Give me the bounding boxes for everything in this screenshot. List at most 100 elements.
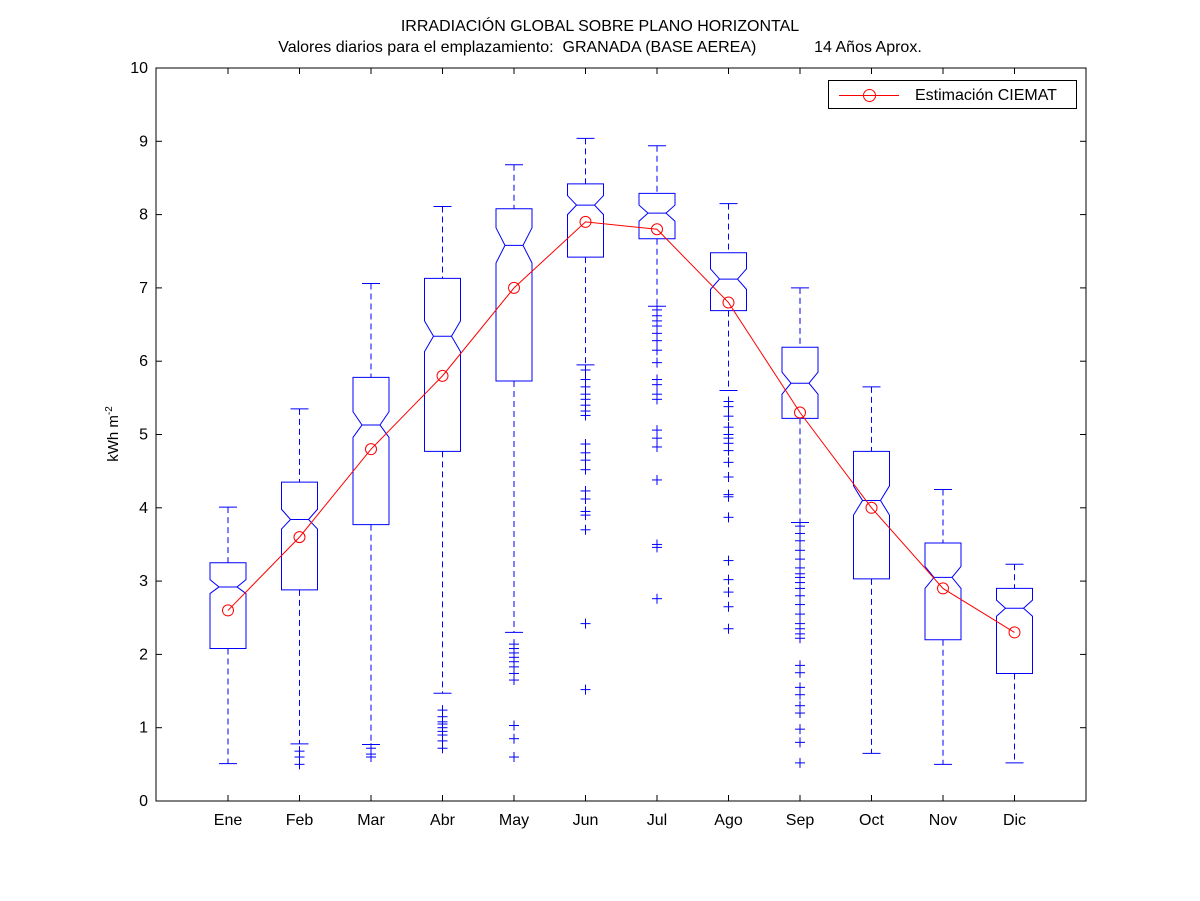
series-point [651, 223, 663, 236]
outlier-marker [795, 708, 805, 719]
notched-box [781, 346, 819, 419]
outlier-marker [580, 410, 591, 421]
notched-box [638, 192, 676, 240]
x-tick-label: Jun [573, 812, 599, 829]
outlier-marker [580, 510, 591, 521]
x-tick-label: Sep [786, 812, 815, 829]
outlier-marker [723, 491, 734, 502]
series-point [508, 281, 520, 294]
x-tick-label: Ene [214, 812, 243, 829]
series-point [937, 582, 949, 595]
outlier-marker [366, 752, 376, 763]
outlier-marker [723, 401, 734, 412]
outlier-marker [652, 394, 662, 405]
box-sep [781, 287, 819, 768]
outlier-marker [795, 724, 805, 735]
outlier-marker [723, 457, 734, 468]
y-tick-label: 9 [139, 133, 148, 150]
outlier-marker [652, 345, 662, 356]
outlier-marker [723, 445, 734, 456]
outlier-marker [509, 720, 519, 731]
outlier-marker [580, 618, 591, 629]
outlier-marker [652, 335, 662, 346]
series-point [293, 531, 306, 544]
box-feb [281, 408, 318, 770]
y-tick-label: 4 [139, 500, 148, 517]
outlier-marker [437, 743, 448, 754]
notched-box [853, 450, 890, 580]
series-point [579, 215, 592, 228]
outlier-marker [795, 554, 805, 565]
series-point [436, 369, 449, 382]
outlier-marker [723, 623, 734, 634]
outlier-marker [723, 472, 734, 483]
y-axis-label: kWh m-2 [104, 406, 122, 462]
y-tick-label: 3 [139, 573, 148, 590]
outlier-marker [652, 379, 662, 390]
series-point [865, 501, 878, 514]
outlier-marker [580, 464, 591, 475]
outlier-marker [580, 684, 591, 695]
outlier-marker [723, 574, 734, 585]
notched-box [352, 376, 390, 526]
outlier-marker [795, 535, 805, 546]
y-tick-label: 7 [139, 280, 148, 297]
notched-box [424, 277, 461, 452]
y-tick-label: 6 [139, 353, 148, 370]
box-mar [352, 283, 390, 763]
outlier-marker [580, 439, 591, 450]
box-jun [567, 137, 604, 695]
chart-subtitle: Valores diarios para el emplazamiento: G… [278, 39, 922, 56]
chart-title: IRRADIACIÓN GLOBAL SOBRE PLANO HORIZONTA… [400, 18, 800, 35]
x-tick-label: May [499, 812, 529, 829]
outlier-marker [795, 609, 805, 620]
outlier-marker [652, 593, 662, 604]
outlier-marker [509, 733, 519, 744]
legend-label: Estimación CIEMAT [915, 87, 1057, 104]
notched-box [209, 562, 247, 650]
series-point [794, 406, 806, 419]
notched-box [281, 481, 318, 591]
outlier-marker [795, 590, 805, 601]
outlier-marker [580, 364, 591, 375]
box-oct [853, 386, 890, 754]
series-line [227, 221, 1015, 633]
outlier-marker [509, 675, 519, 686]
outlier-marker [723, 555, 734, 566]
legend: Estimación CIEMAT [828, 80, 1077, 109]
outlier-marker [795, 599, 805, 610]
notched-box [924, 542, 962, 641]
legend-circle-marker [863, 89, 876, 102]
box-abr [424, 206, 461, 754]
outlier-marker [509, 752, 519, 763]
notched-box [996, 587, 1033, 674]
outlier-marker [723, 411, 734, 422]
box-ene [209, 506, 247, 765]
x-tick-label: Dic [1003, 812, 1026, 829]
outlier-marker [795, 667, 805, 678]
outlier-marker [723, 512, 734, 523]
box-dic [996, 563, 1033, 764]
x-tick-label: Oct [859, 812, 884, 829]
series-point [722, 296, 735, 309]
box-jul [638, 145, 676, 604]
series-point [222, 604, 234, 617]
outlier-marker [294, 759, 305, 770]
x-tick-label: Feb [286, 812, 314, 829]
box-nov [924, 488, 962, 765]
outlier-marker [580, 494, 591, 505]
y-axis-label-exponent: -2 [104, 406, 115, 416]
notched-box [495, 208, 533, 382]
plot-frame [155, 67, 1087, 802]
y-tick-label: 1 [139, 720, 148, 737]
x-tick-label: Nov [929, 812, 957, 829]
y-tick-label: 0 [139, 793, 148, 810]
outlier-marker [652, 441, 662, 452]
outlier-marker [795, 633, 805, 644]
series-point [1008, 626, 1021, 639]
outlier-marker [795, 737, 805, 748]
outlier-marker [795, 757, 805, 768]
y-tick-label: 5 [139, 427, 148, 444]
outlier-marker [294, 746, 305, 757]
